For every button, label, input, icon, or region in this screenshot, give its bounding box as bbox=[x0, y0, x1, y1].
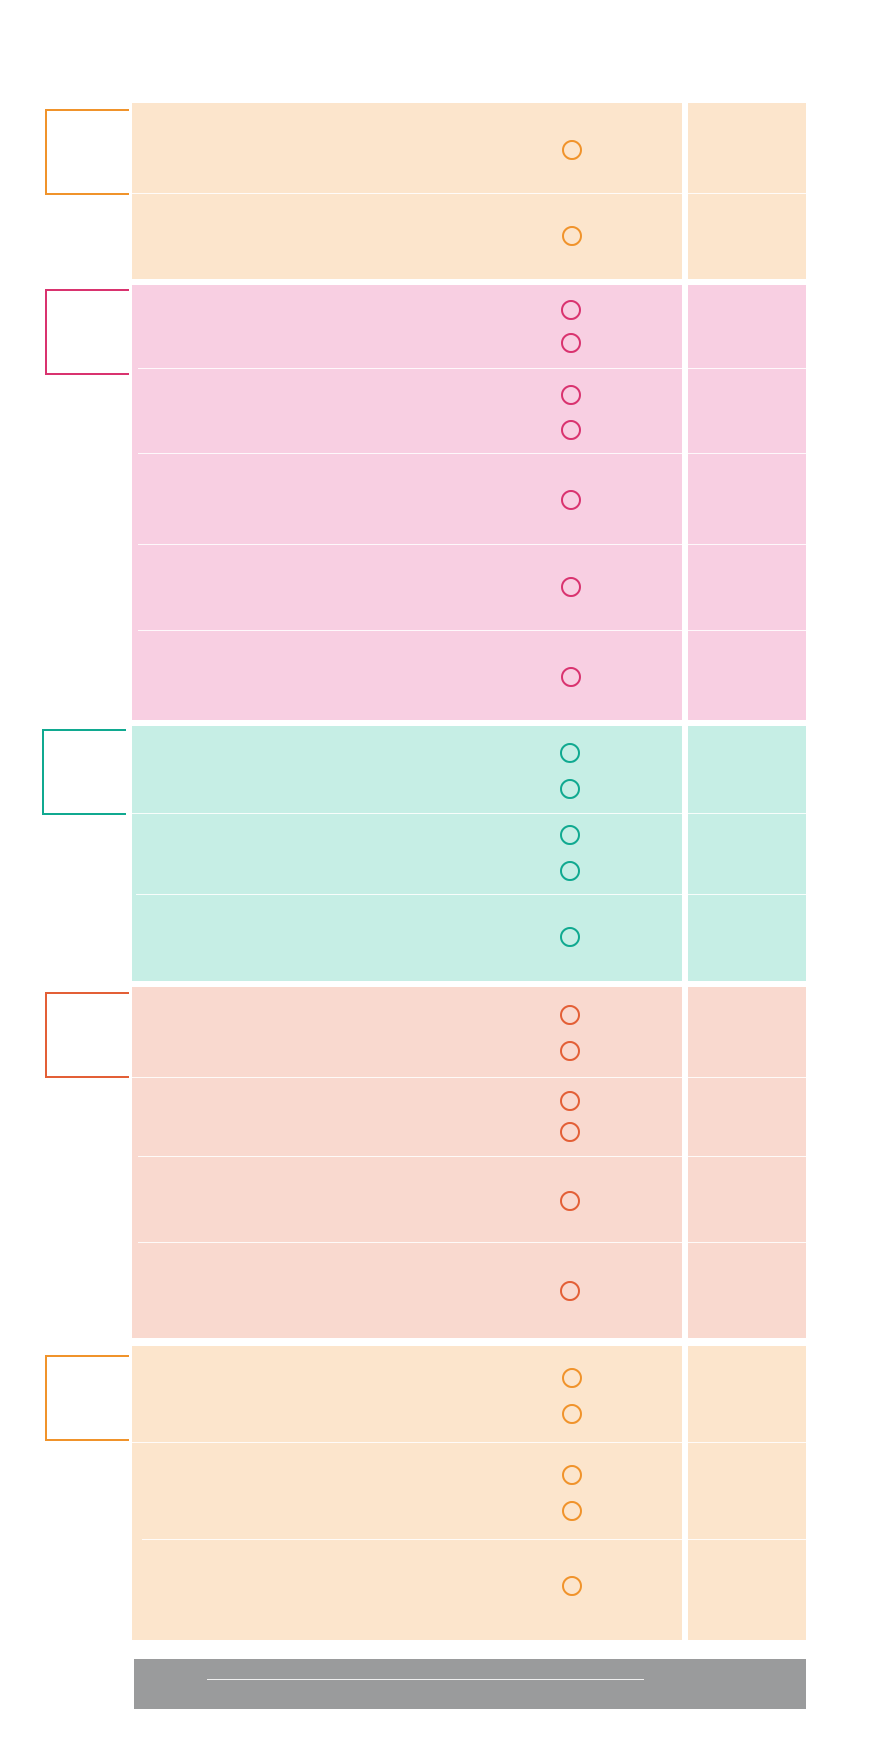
group-4-main-column bbox=[132, 987, 682, 1338]
circle-icon bbox=[562, 226, 582, 246]
row-divider bbox=[132, 813, 806, 814]
circle-icon bbox=[562, 1465, 582, 1485]
group-2-bracket-icon bbox=[45, 289, 129, 375]
circle-icon bbox=[560, 1191, 580, 1211]
circle-icon bbox=[560, 1281, 580, 1301]
circle-icon bbox=[561, 420, 581, 440]
circle-icon bbox=[560, 1091, 580, 1111]
row-divider bbox=[132, 1077, 806, 1078]
group-1-bracket-icon bbox=[45, 109, 129, 195]
circle-icon bbox=[560, 779, 580, 799]
circle-icon bbox=[561, 490, 581, 510]
circle-icon bbox=[560, 1122, 580, 1142]
group-1-side-column bbox=[688, 103, 806, 279]
circle-icon bbox=[562, 1576, 582, 1596]
circle-icon bbox=[562, 140, 582, 160]
circle-icon bbox=[561, 333, 581, 353]
group-4-band bbox=[132, 987, 806, 1338]
circle-icon bbox=[560, 927, 580, 947]
row-divider bbox=[142, 1539, 806, 1540]
group-4-bracket-icon bbox=[45, 992, 129, 1078]
group-4-side-column bbox=[688, 987, 806, 1338]
circle-icon bbox=[561, 385, 581, 405]
group-2-side-column bbox=[688, 285, 806, 720]
circle-icon bbox=[560, 743, 580, 763]
row-divider bbox=[138, 453, 806, 454]
group-3-bracket-icon bbox=[42, 729, 126, 815]
row-divider bbox=[138, 544, 806, 545]
row-divider bbox=[138, 1242, 806, 1243]
row-divider bbox=[136, 894, 806, 895]
row-divider bbox=[138, 630, 806, 631]
circle-icon bbox=[560, 861, 580, 881]
circle-icon bbox=[560, 825, 580, 845]
circle-icon bbox=[561, 667, 581, 687]
circle-icon bbox=[562, 1501, 582, 1521]
group-1-band bbox=[132, 103, 806, 279]
group-5-bracket-icon bbox=[45, 1355, 129, 1441]
group-5-band bbox=[132, 1346, 806, 1640]
group-2-main-column bbox=[132, 285, 682, 720]
circle-icon bbox=[562, 1404, 582, 1424]
row-divider bbox=[132, 193, 806, 194]
group-3-main-column bbox=[132, 726, 682, 981]
row-divider bbox=[132, 1442, 806, 1443]
group-5-side-column bbox=[688, 1346, 806, 1640]
group-3-side-column bbox=[688, 726, 806, 981]
row-divider bbox=[138, 1156, 806, 1157]
circle-icon bbox=[560, 1005, 580, 1025]
row-divider bbox=[138, 368, 806, 369]
group-1-main-column bbox=[132, 103, 682, 279]
circle-icon bbox=[561, 577, 581, 597]
circle-icon bbox=[562, 1368, 582, 1388]
group-5-main-column bbox=[132, 1346, 682, 1640]
footer-divider bbox=[207, 1679, 644, 1680]
group-3-band bbox=[132, 726, 806, 981]
footer-bar bbox=[134, 1659, 806, 1709]
group-2-band bbox=[132, 285, 806, 720]
circle-icon bbox=[561, 300, 581, 320]
circle-icon bbox=[560, 1041, 580, 1061]
